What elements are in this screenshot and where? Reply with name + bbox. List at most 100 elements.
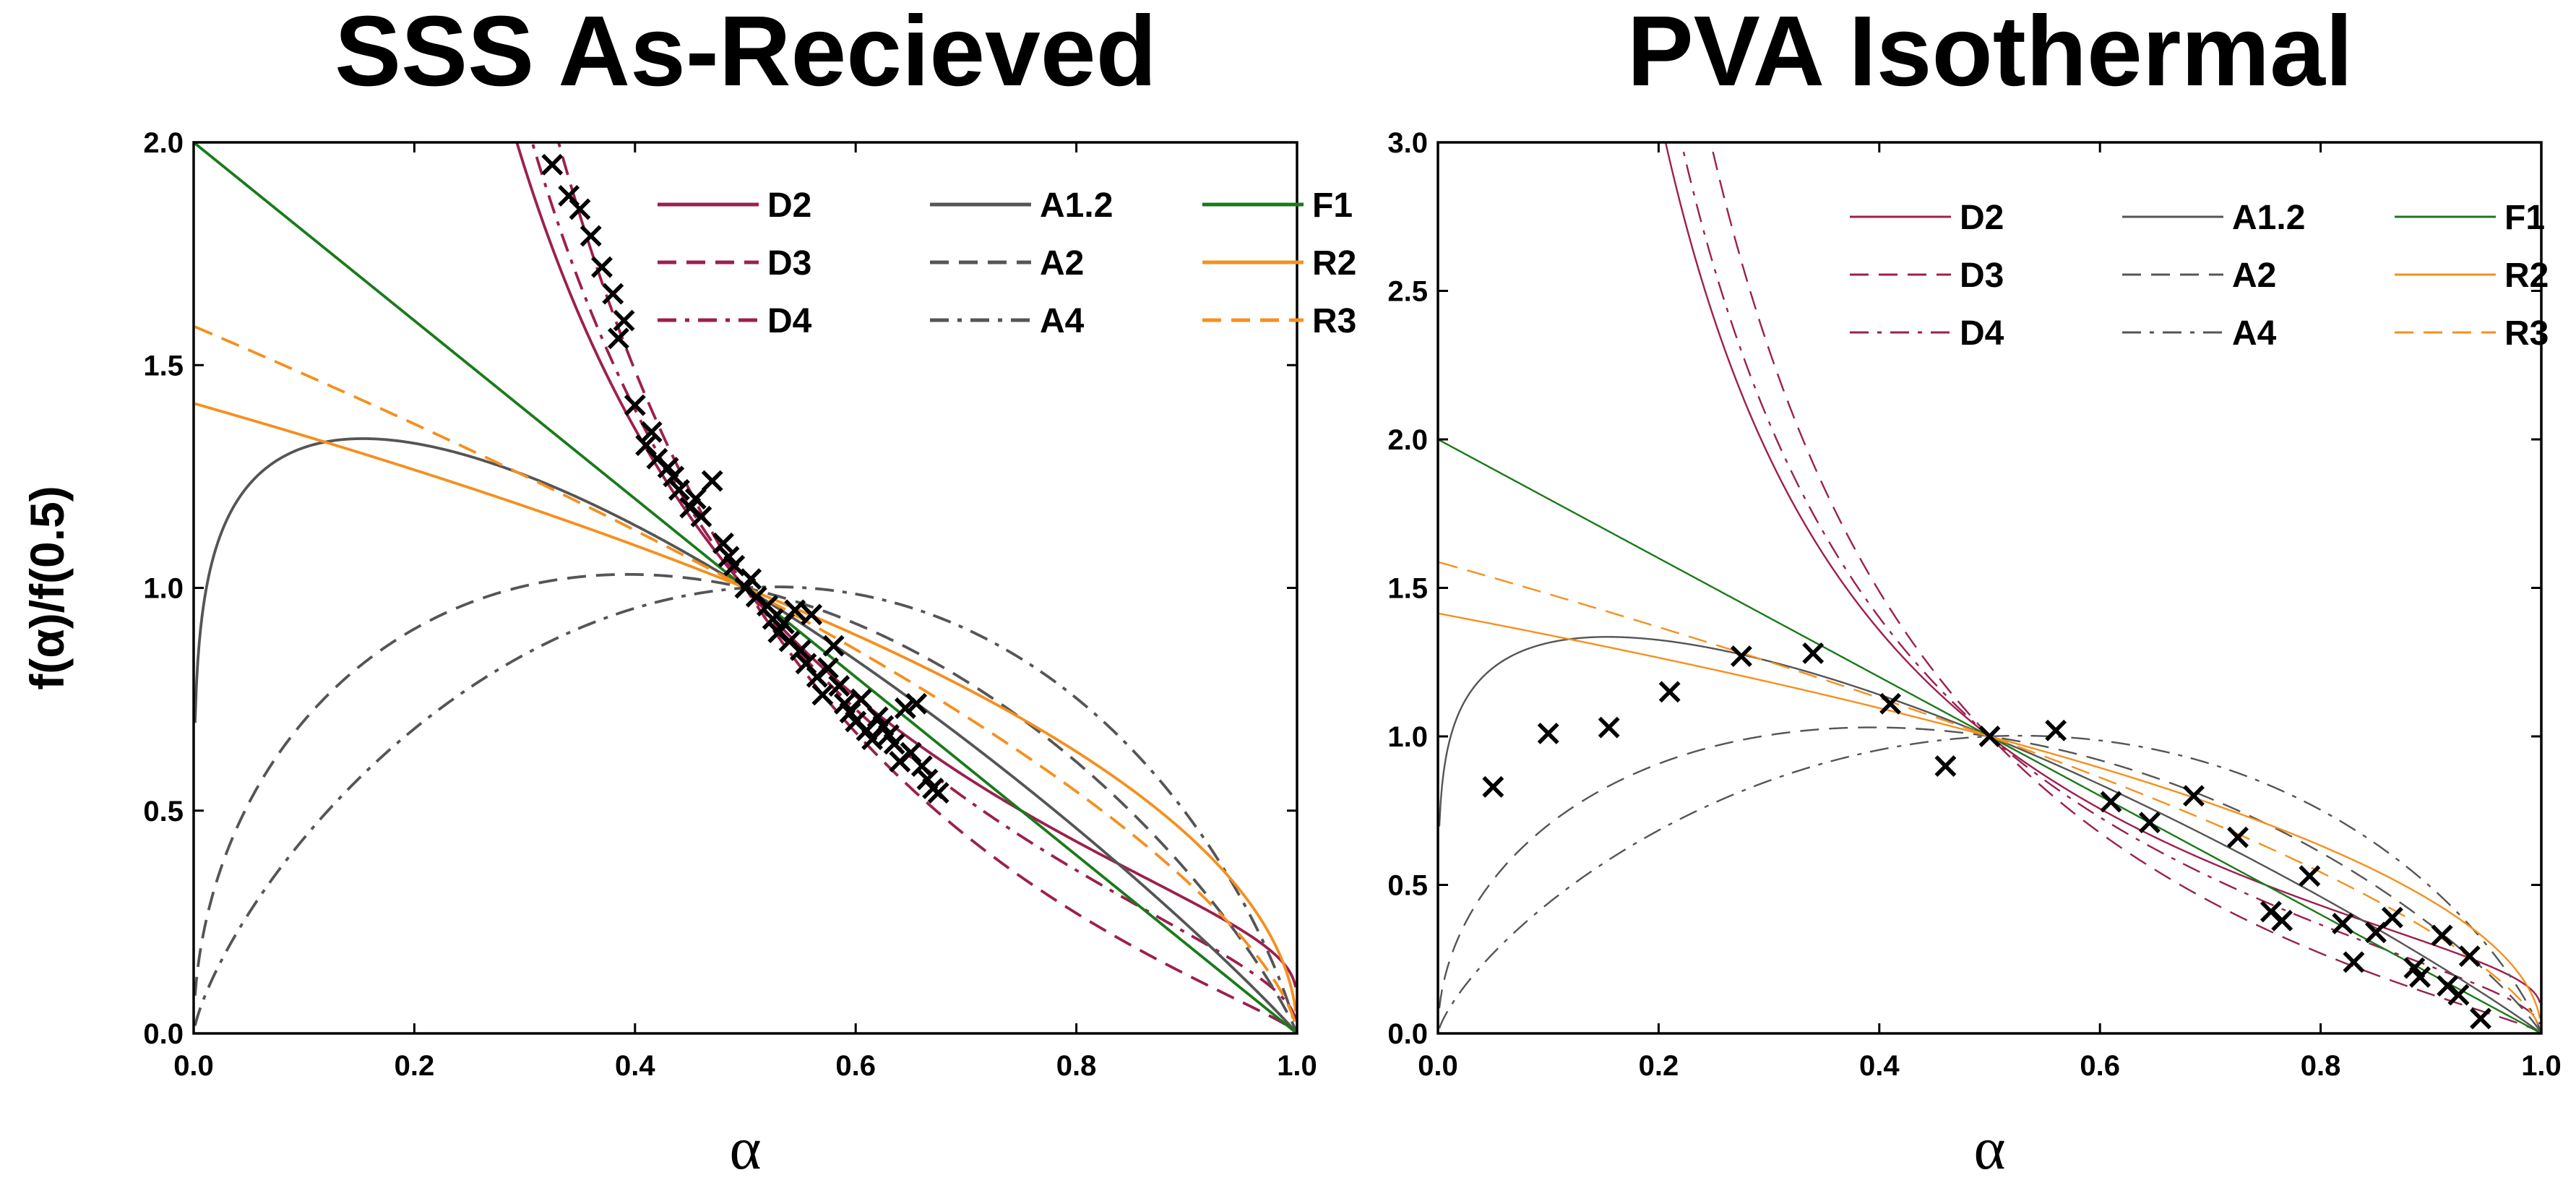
y-tick-label: 2.0 bbox=[143, 127, 184, 159]
series-line-d2 bbox=[1664, 142, 2541, 1003]
data-point-marker bbox=[828, 675, 850, 697]
y-tick-label: 0.5 bbox=[143, 796, 184, 827]
series-line-a4 bbox=[194, 585, 1297, 1028]
legend-label: A4 bbox=[1040, 302, 1085, 340]
data-point-marker bbox=[2045, 719, 2067, 741]
data-point-marker bbox=[910, 755, 933, 778]
data-point-marker bbox=[740, 568, 762, 590]
data-point-marker bbox=[2470, 1007, 2491, 1030]
legend-label: A1.2 bbox=[2232, 199, 2305, 237]
chart-title: PVA Isothermal bbox=[1627, 0, 2353, 107]
data-point-marker bbox=[723, 554, 746, 577]
data-point-marker bbox=[811, 684, 834, 706]
x-tick-label: 0.6 bbox=[835, 1050, 876, 1082]
data-point-marker bbox=[1879, 692, 1902, 715]
legend: D2 D3 D4 A1.2 A2 A4 F1 R2 R3 bbox=[658, 186, 1356, 340]
y-tick-label: 0.5 bbox=[1387, 870, 1428, 902]
data-point-marker bbox=[1802, 642, 1825, 664]
data-points bbox=[1482, 642, 2491, 1030]
x-tick-label: 0.2 bbox=[395, 1050, 435, 1082]
chart-panel-pva: PVA Isothermal 0.0 0.2 0.4 0.6 0.8 1.0 0.0 0.5 1.… bbox=[1387, 0, 2561, 1182]
data-points bbox=[541, 153, 949, 804]
series-line-d2 bbox=[515, 142, 1297, 988]
y-tick-label: 1.0 bbox=[143, 573, 184, 605]
y-tick-label: 2.0 bbox=[1387, 424, 1428, 456]
data-point-marker bbox=[580, 225, 602, 247]
series-line-d3 bbox=[1710, 142, 2541, 1033]
series-line-a4 bbox=[1438, 734, 2541, 1030]
data-point-marker bbox=[883, 733, 905, 755]
y-tick-label: 1.5 bbox=[143, 350, 184, 382]
x-tick-label: 0.8 bbox=[1056, 1050, 1097, 1082]
legend-label: A2 bbox=[1040, 244, 1084, 283]
data-point-marker bbox=[2138, 812, 2161, 834]
data-point-marker bbox=[905, 692, 928, 715]
data-point-marker bbox=[2183, 785, 2205, 807]
data-point-marker bbox=[2447, 984, 2470, 1006]
model-curves bbox=[194, 142, 1297, 1033]
series-line-a2 bbox=[1438, 726, 2541, 1032]
y-axis-label: f(α)/f(0.5) bbox=[20, 486, 74, 690]
data-point-marker bbox=[712, 532, 734, 554]
series-line-a1-2 bbox=[1438, 636, 2541, 1033]
data-point-marker bbox=[1730, 645, 1752, 667]
data-point-marker bbox=[690, 505, 712, 528]
y-tick-label: 0.0 bbox=[143, 1018, 184, 1050]
legend-label: F1 bbox=[2504, 199, 2545, 237]
data-point-marker bbox=[1537, 722, 1559, 744]
chart-title: SSS As-Recieved bbox=[335, 0, 1157, 107]
legend-label: R2 bbox=[2504, 257, 2549, 295]
data-point-marker bbox=[569, 198, 591, 220]
legend-label: A4 bbox=[2232, 314, 2277, 353]
series-line-d3 bbox=[557, 142, 1297, 1033]
data-point-marker bbox=[1598, 716, 1620, 739]
data-point-marker bbox=[607, 327, 629, 350]
y-tick-label: 2.5 bbox=[1387, 276, 1428, 308]
data-point-marker bbox=[822, 634, 845, 657]
data-point-marker bbox=[784, 599, 806, 621]
series-line-r3 bbox=[1439, 561, 2541, 1028]
legend-label: D4 bbox=[767, 302, 812, 340]
x-tick-label: 0.4 bbox=[615, 1050, 655, 1082]
data-point-marker bbox=[541, 153, 564, 176]
data-point-marker bbox=[2332, 912, 2354, 934]
legend-label: D3 bbox=[767, 244, 811, 283]
x-axis-label: α bbox=[1973, 1115, 2005, 1182]
series-line-a2 bbox=[194, 572, 1297, 1031]
series-line-r3 bbox=[194, 325, 1297, 1026]
data-point-marker bbox=[2100, 791, 2122, 813]
x-tick-label: 0.6 bbox=[2080, 1050, 2120, 1082]
series-line-r2 bbox=[194, 402, 1297, 1012]
data-point-marker bbox=[850, 688, 872, 710]
series-line-d4 bbox=[530, 142, 1297, 1020]
legend-label: D4 bbox=[1960, 314, 2004, 353]
data-point-marker bbox=[2381, 906, 2403, 929]
y-tick-label: 3.0 bbox=[1387, 127, 1428, 159]
data-point-marker bbox=[684, 488, 707, 510]
data-point-marker bbox=[1482, 775, 1504, 798]
data-point-marker bbox=[663, 465, 685, 488]
x-tick-label: 0.8 bbox=[2301, 1050, 2341, 1082]
model-curves bbox=[1438, 142, 2541, 1033]
data-point-marker bbox=[801, 603, 823, 626]
data-point-marker bbox=[640, 421, 663, 443]
legend: D2 D3 D4 A1.2 A2 A4 F1 R2 R3 bbox=[1850, 199, 2549, 353]
x-tick-label: 1.0 bbox=[2521, 1050, 2562, 1082]
legend-label: A1.2 bbox=[1040, 186, 1113, 225]
x-tick-label: 0.0 bbox=[173, 1050, 214, 1082]
data-point-marker bbox=[1934, 755, 1957, 778]
data-point-marker bbox=[2227, 826, 2249, 848]
chart-panel-sss: SSS As-Recieved 0.0 0.2 0.4 0.6 0.8 1.0 0.0 0.5 1… bbox=[20, 0, 1356, 1182]
data-point-marker bbox=[701, 470, 723, 492]
x-axis-label: α bbox=[729, 1115, 761, 1182]
series-line-r2 bbox=[1439, 612, 2541, 1019]
legend-label: R3 bbox=[2504, 314, 2549, 353]
data-point-marker bbox=[2271, 909, 2293, 932]
data-point-marker bbox=[2365, 921, 2387, 944]
data-point-marker bbox=[894, 697, 916, 719]
y-tick-label: 1.5 bbox=[1387, 573, 1428, 605]
x-tick-label: 0.2 bbox=[1639, 1050, 1679, 1082]
data-point-marker bbox=[757, 595, 778, 617]
data-point-marker bbox=[2299, 865, 2321, 887]
y-tick-label: 0.0 bbox=[1387, 1018, 1428, 1050]
